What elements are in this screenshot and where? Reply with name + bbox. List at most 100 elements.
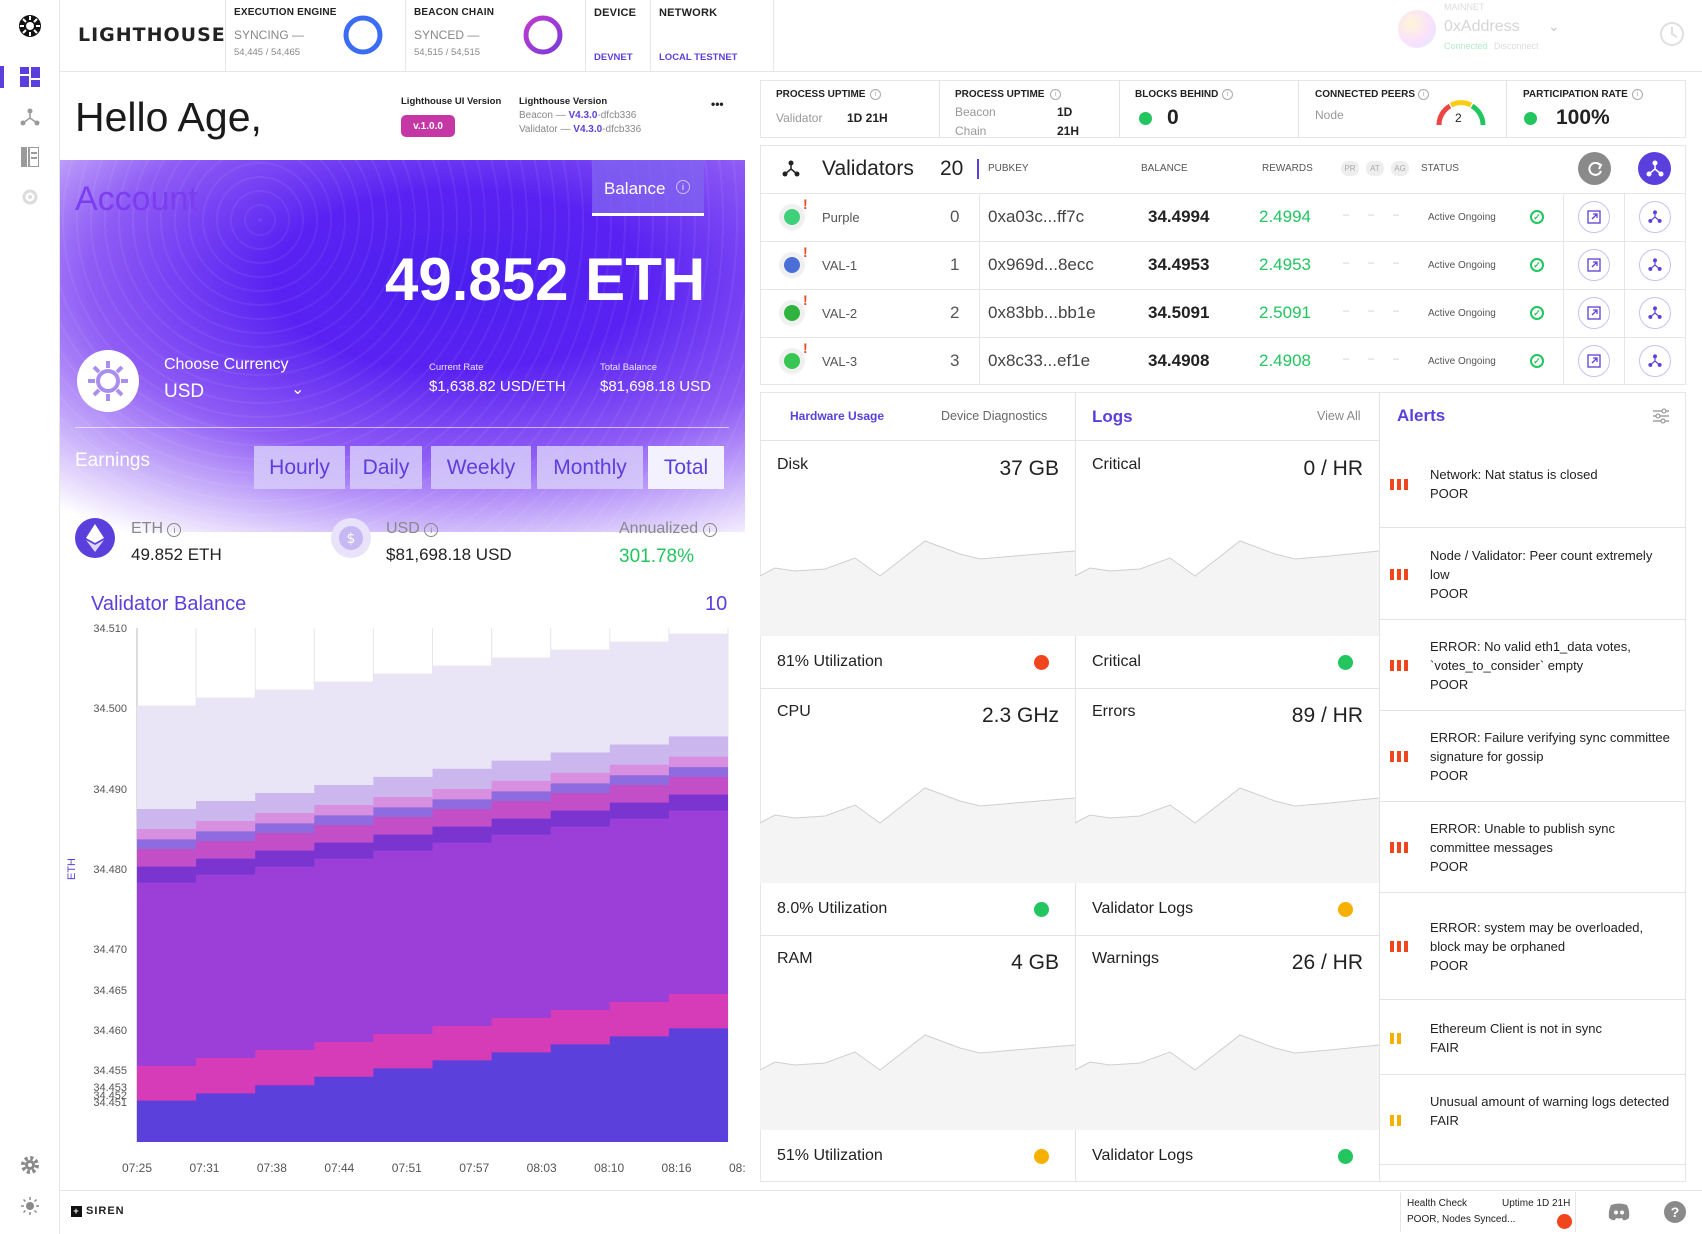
clock-icon[interactable] bbox=[1658, 20, 1686, 53]
sparkline-line bbox=[1075, 787, 1379, 824]
open-validator-button[interactable] bbox=[1578, 345, 1610, 377]
period-monthly[interactable]: Monthly bbox=[537, 446, 643, 489]
status-dot bbox=[1034, 1149, 1049, 1164]
open-validator-button[interactable] bbox=[1578, 297, 1610, 329]
validators-nav-icon[interactable] bbox=[16, 103, 44, 131]
validator-row[interactable] bbox=[760, 193, 1686, 241]
logs-cell[interactable] bbox=[1075, 688, 1379, 935]
alert-item[interactable] bbox=[1380, 440, 1686, 528]
alert-item[interactable] bbox=[1380, 1000, 1686, 1075]
validators-title: Validators bbox=[822, 157, 914, 180]
open-validator-button[interactable] bbox=[1578, 201, 1610, 233]
hardware-cell[interactable] bbox=[760, 935, 1075, 1182]
divider bbox=[1563, 289, 1564, 337]
lower-panels bbox=[760, 392, 1686, 1182]
account-disconnect[interactable]: Disconnect bbox=[1494, 41, 1539, 51]
currency-select[interactable]: USD ⌄ bbox=[164, 381, 309, 405]
validator-row[interactable] bbox=[760, 337, 1686, 385]
account-network: MAINNET bbox=[1444, 2, 1485, 12]
health-dot bbox=[1557, 1214, 1572, 1229]
current-rate-label: Current Rate bbox=[429, 362, 484, 373]
alert-message: ERROR: Failure verifying sync committee … bbox=[1430, 730, 1670, 764]
validator-network-button[interactable] bbox=[1639, 249, 1671, 281]
chevron-down-icon[interactable]: ⌄ bbox=[1548, 18, 1560, 34]
filter-icon[interactable] bbox=[1653, 408, 1669, 429]
beacon-chain-status[interactable]: BEACON CHAIN SYNCED — 54,515 / 54,515 bbox=[406, 0, 586, 72]
divider bbox=[1563, 193, 1564, 241]
validator-network-button[interactable] bbox=[1639, 297, 1671, 329]
health-check[interactable]: Health Check Uptime 1D 21H POOR, Nodes S… bbox=[1400, 1192, 1576, 1232]
y-tick-label: 34.470 bbox=[93, 944, 127, 956]
account-selector[interactable]: MAINNET 0xAddress Connected Disconnect ⌄ bbox=[1398, 2, 1638, 54]
balance-tab[interactable]: Balance i bbox=[592, 160, 704, 216]
network-icon bbox=[1648, 258, 1662, 271]
validator-network-button[interactable] bbox=[1639, 201, 1671, 233]
execution-label: EXECUTION ENGINE bbox=[234, 7, 337, 18]
validator-balance: 34.4908 bbox=[1148, 351, 1210, 370]
info-icon: i bbox=[424, 523, 439, 537]
validator-network-button[interactable] bbox=[1639, 345, 1671, 377]
metric-dash: – bbox=[1368, 257, 1375, 269]
theme-toggle-icon[interactable] bbox=[16, 1192, 44, 1220]
hardware-cell[interactable] bbox=[760, 688, 1075, 935]
tab-hardware-usage[interactable]: Hardware Usage bbox=[790, 409, 885, 423]
discord-icon[interactable] bbox=[1607, 1202, 1631, 1227]
hardware-foot: 8.0% Utilization bbox=[777, 900, 888, 917]
divider bbox=[979, 289, 980, 337]
account-connected: Connected bbox=[1444, 41, 1488, 51]
help-icon[interactable]: ? bbox=[1664, 1201, 1686, 1223]
balance-tab-label: Balance bbox=[604, 179, 666, 198]
alert-item[interactable] bbox=[1380, 528, 1686, 620]
validator-index: 0 bbox=[950, 207, 960, 226]
status-check-icon: ✓ bbox=[1530, 258, 1544, 272]
severity-icon bbox=[1390, 842, 1408, 853]
settings-nav-icon[interactable] bbox=[16, 183, 44, 211]
validator-pubkey: 0x969d...8ecc bbox=[988, 255, 1094, 274]
status-dot bbox=[1338, 655, 1353, 670]
logs-nav-icon[interactable] bbox=[16, 143, 44, 171]
validator-name: VAL-3 bbox=[822, 354, 858, 369]
validators-count: 20 bbox=[940, 157, 964, 180]
period-total[interactable]: Total bbox=[648, 446, 724, 489]
dashboard-icon[interactable] bbox=[16, 63, 44, 91]
period-weekly[interactable]: Weekly bbox=[431, 446, 531, 489]
more-menu-icon[interactable]: ••• bbox=[711, 97, 724, 111]
validator-pubkey: 0x8c33...ef1e bbox=[988, 351, 1091, 370]
logs-value: 0 / HR bbox=[1303, 457, 1363, 480]
device-status[interactable]: DEVICE DEVNET bbox=[586, 0, 651, 72]
validator-index: 2 bbox=[950, 303, 960, 322]
footer bbox=[60, 1190, 1702, 1234]
status-dot bbox=[1139, 112, 1152, 125]
lighthouse-logo-icon[interactable] bbox=[16, 12, 44, 40]
validator-uptime-label: PROCESS UPTIME bbox=[776, 89, 866, 100]
peers-gauge: 2 bbox=[1434, 97, 1488, 134]
alert-item[interactable] bbox=[1380, 1075, 1686, 1165]
validators-network-button[interactable] bbox=[1638, 152, 1671, 185]
validator-rewards: 2.4994 bbox=[1259, 207, 1311, 226]
validators-icon bbox=[782, 160, 800, 183]
col-balance: BALANCE bbox=[1141, 163, 1188, 174]
period-hourly[interactable]: Hourly bbox=[254, 446, 345, 489]
y-tick-label: 34.500 bbox=[93, 703, 127, 715]
open-validator-button[interactable] bbox=[1578, 249, 1610, 281]
alert-item[interactable] bbox=[1380, 802, 1686, 893]
validator-row[interactable] bbox=[760, 289, 1686, 337]
tab-device-diagnostics[interactable]: Device Diagnostics bbox=[941, 409, 1048, 423]
execution-engine-status[interactable]: EXECUTION ENGINE SYNCING — 54,445 / 54,4… bbox=[226, 0, 406, 72]
status-dot bbox=[1338, 902, 1353, 917]
divider bbox=[979, 337, 980, 385]
beacon-uptime-sub2: Chain bbox=[955, 124, 987, 138]
divider bbox=[1624, 241, 1625, 289]
logs-cell[interactable] bbox=[1075, 935, 1379, 1182]
refresh-button[interactable] bbox=[1578, 152, 1611, 185]
sparkline-line bbox=[760, 1034, 1075, 1071]
settings-gear-icon[interactable] bbox=[16, 1151, 44, 1179]
network-status[interactable]: NETWORK LOCAL TESTNET bbox=[651, 0, 774, 72]
view-all-link[interactable]: View All bbox=[1317, 409, 1361, 423]
col-status: STATUS bbox=[1421, 163, 1459, 174]
validator-row[interactable] bbox=[760, 241, 1686, 289]
alert-item[interactable] bbox=[1380, 620, 1686, 711]
alert-item[interactable] bbox=[1380, 711, 1686, 802]
period-daily[interactable]: Daily bbox=[350, 446, 422, 489]
alert-item[interactable] bbox=[1380, 893, 1686, 1000]
